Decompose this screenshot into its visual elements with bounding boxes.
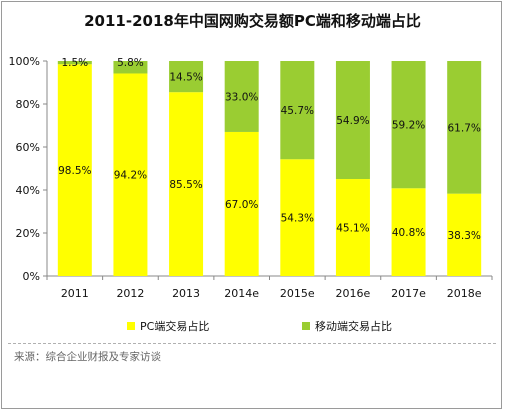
x-tick-label: 2012 [116,287,144,300]
y-tick-label: 40% [16,184,40,197]
axes: 0% 20% 40% 60% 80% 100% 2011 2012 2013 2014e 2015e… [9,55,493,300]
data-label: 59.2% [392,120,425,132]
y-tick-label: 20% [16,227,40,240]
data-label: 38.3% [448,230,481,242]
data-labels: 98.5% 1.5% 94.2% 5.8% 85.5% 14.5% 67.0% 33.0% 54… [58,57,481,242]
data-label: 94.2% [114,170,147,182]
chart-title: 2011-2018年中国网购交易额PC端和移动端占比 [84,12,421,30]
x-tick-label: 2014e [224,287,259,300]
bar-segment-pc [224,131,259,276]
x-tick-label: 2011 [61,287,89,300]
y-tick-label: 100% [9,55,40,68]
bar-segment-pc [391,188,426,276]
legend-swatch-pc [127,322,135,330]
footer-divider [8,343,496,344]
bar-segment-mobile [391,61,426,189]
legend-label-mobile: 移动端交易占比 [315,320,392,333]
data-label: 33.0% [225,91,258,103]
data-label: 67.0% [225,199,258,211]
data-label: 54.9% [336,115,369,127]
legend-item-mobile: 移动端交易占比 [302,318,392,334]
legend: PC端交易占比 移动端交易占比 [0,318,505,338]
bar-segment-mobile [280,61,315,160]
bar-segment-mobile [113,61,148,74]
data-label: 45.7% [281,105,314,117]
y-tick-label: 60% [16,141,40,154]
data-label: 1.5% [61,57,88,69]
legend-swatch-mobile [302,322,310,330]
data-label: 5.8% [117,57,144,69]
bar-segment-pc [169,92,204,276]
bar-segment-pc [335,179,370,276]
source-note: 来源：综合企业财报及专家访谈 [14,351,161,363]
bar-segment-mobile [57,61,92,65]
data-label: 14.5% [169,72,202,84]
x-tick-label: 2017e [391,287,426,300]
data-label: 61.7% [448,122,481,134]
y-tick-label: 0% [23,270,40,283]
data-label: 98.5% [58,165,91,177]
bar-segment-pc [280,159,315,276]
data-label: 54.3% [281,213,314,225]
bar-segment-mobile [447,61,482,194]
bars [57,61,482,276]
x-tick-label: 2016e [336,287,371,300]
bar-segment-pc [113,73,148,276]
bar-segment-mobile [169,61,204,93]
stacked-bar-chart: 0% 20% 40% 60% 80% 100% 2011 2012 2013 2014e 2015e… [9,55,493,300]
x-tick-label: 2018e [447,287,482,300]
data-label: 45.1% [336,223,369,235]
bar-segment-mobile [335,61,370,180]
x-tick-label: 2013 [172,287,200,300]
bar-segment-mobile [224,61,259,132]
bar-segment-pc [447,193,482,276]
legend-label-pc: PC端交易占比 [140,320,210,333]
data-label: 40.8% [392,227,425,239]
x-tick-label: 2015e [280,287,315,300]
y-tick-label: 80% [16,98,40,111]
bar-segment-pc [57,64,92,276]
legend-item-pc: PC端交易占比 [127,318,209,334]
data-label: 85.5% [169,179,202,191]
